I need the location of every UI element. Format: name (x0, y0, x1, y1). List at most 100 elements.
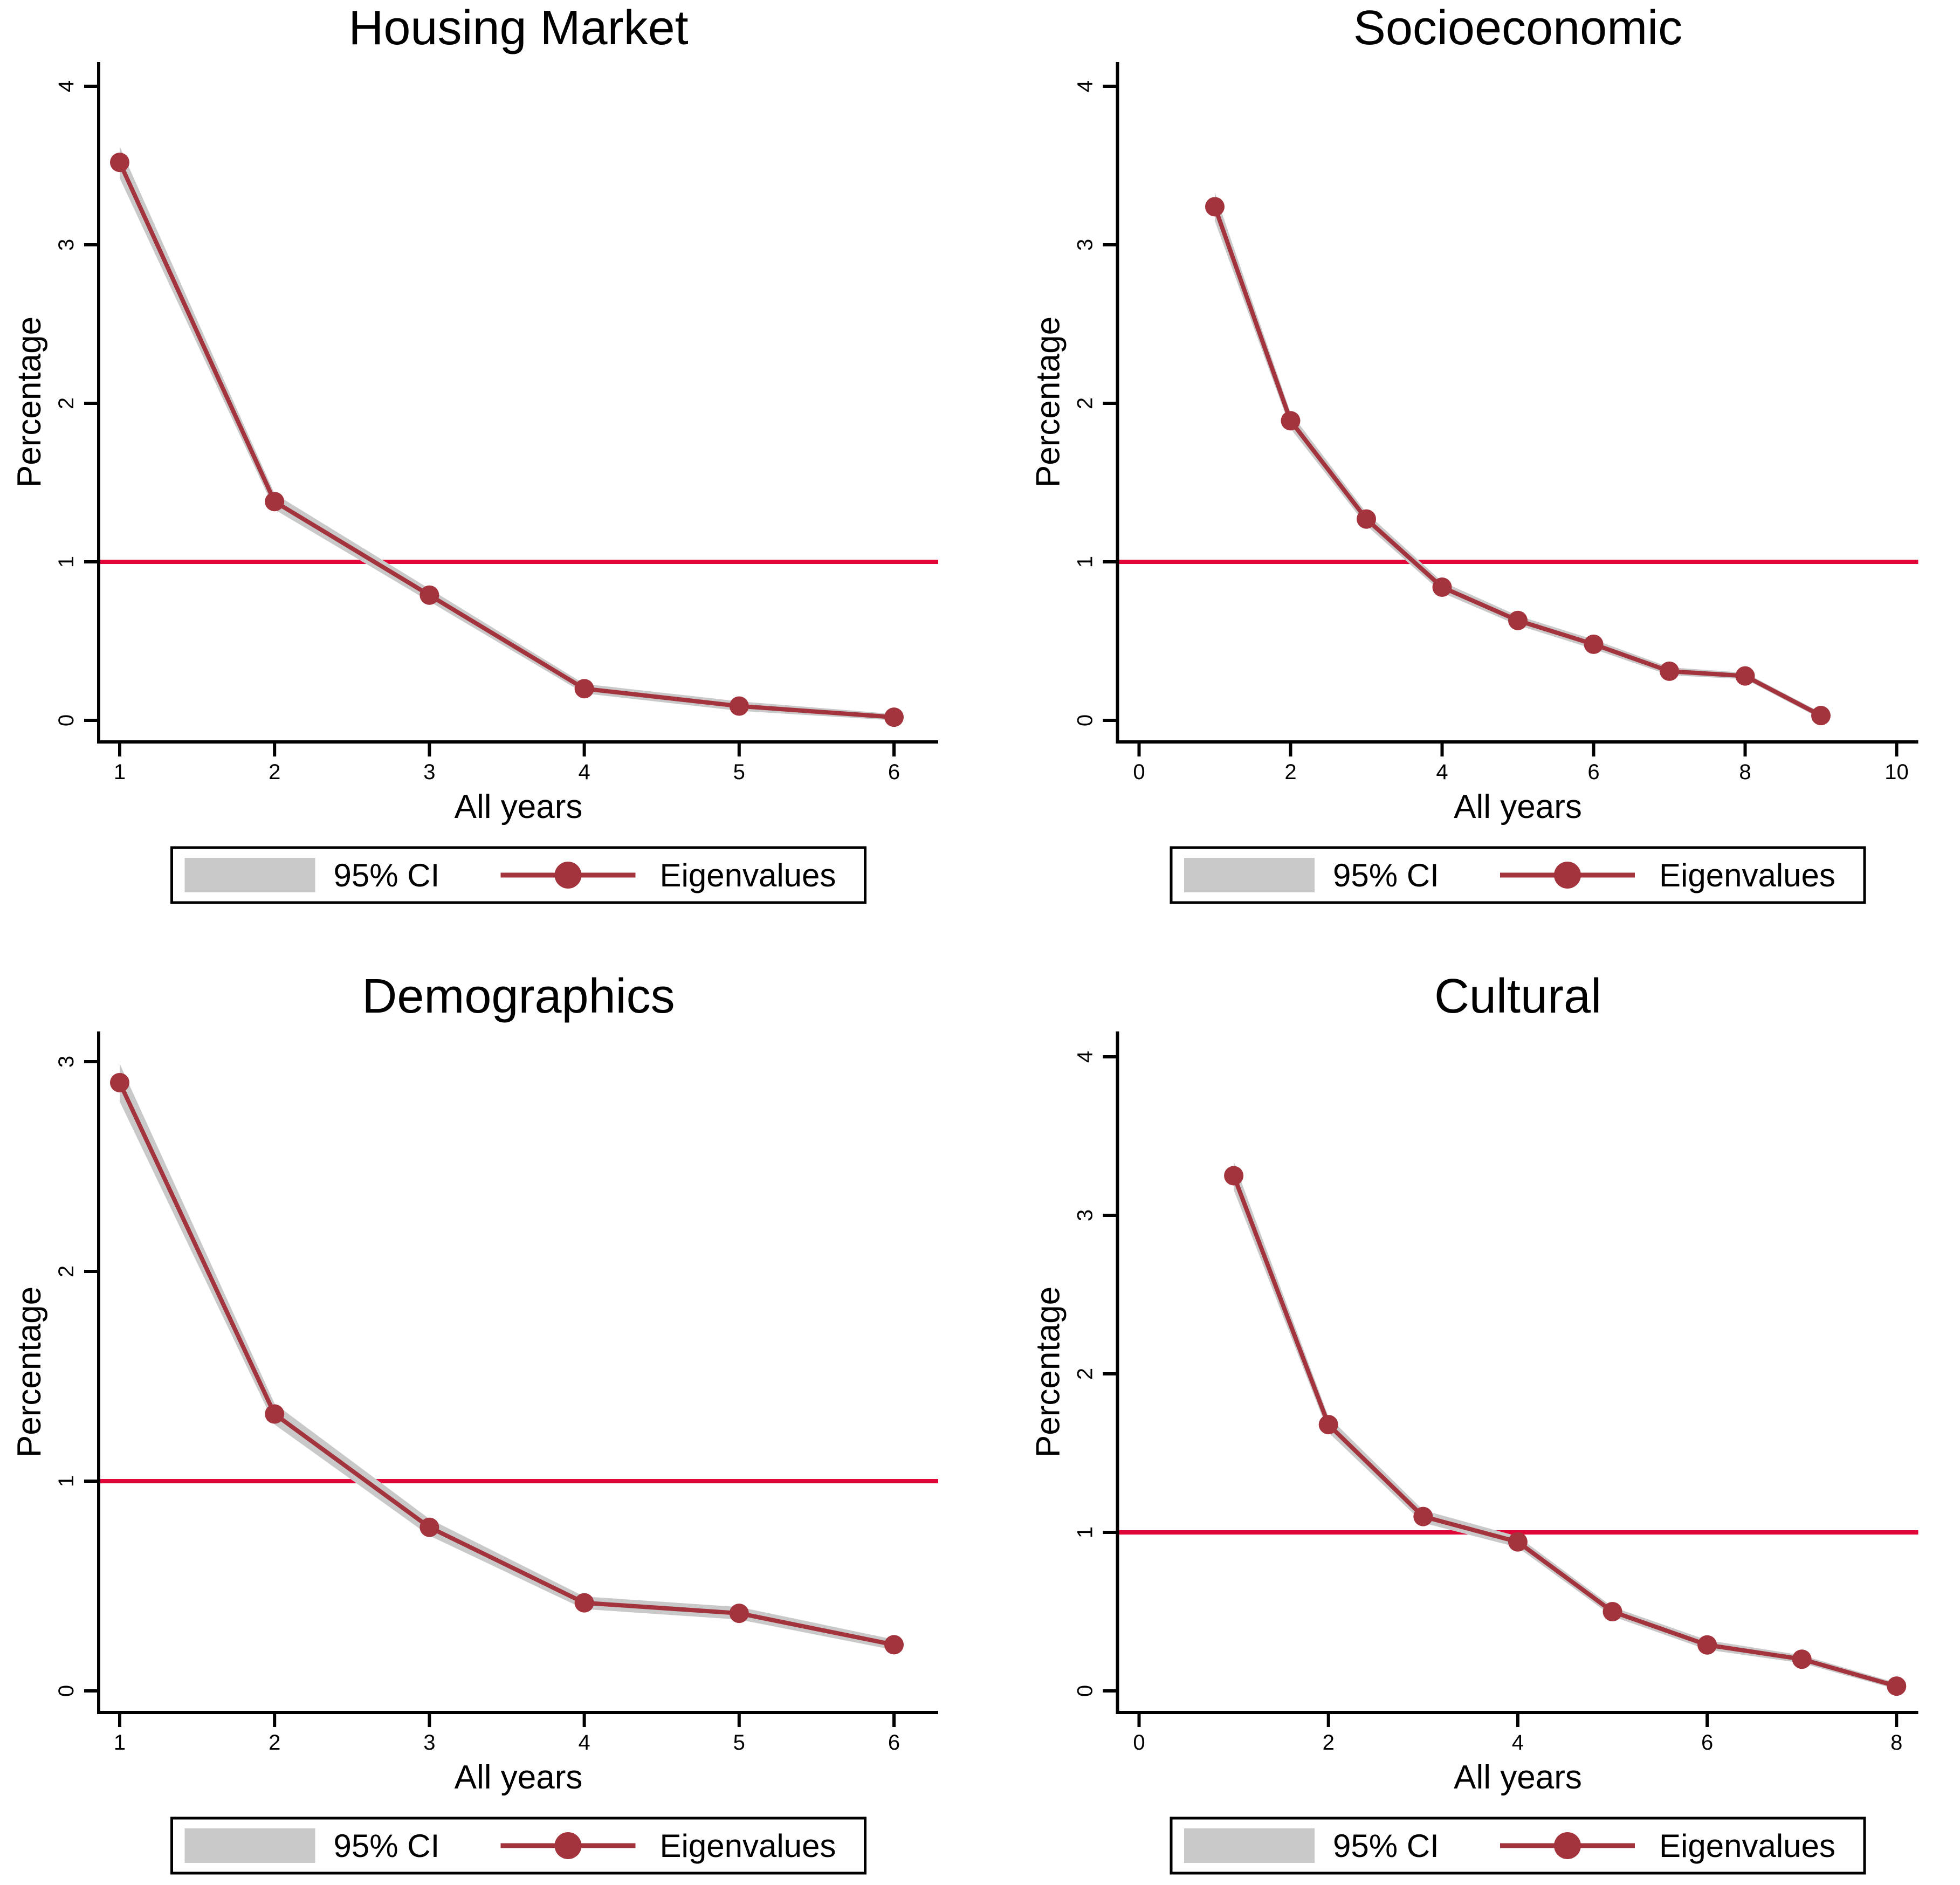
panel-housing-market: Housing Market Percentage 0 1 2 3 4 1 2 3 4 5 6 Al… (0, 0, 980, 942)
y-tick-label: 3 (54, 1056, 78, 1068)
eigenvalue-point (110, 1072, 129, 1092)
eigenvalues-line (1213, 206, 1822, 718)
x-tick-label: 2 (1323, 1731, 1335, 1755)
eigenvalue-point (265, 1404, 285, 1424)
ci-swatch (1184, 858, 1315, 892)
chart-title: Socioeconomic (1353, 1, 1682, 55)
eigenvalue-point (1318, 1415, 1338, 1435)
y-tick-label: 4 (54, 80, 78, 92)
eigenvalues-marker-icon (554, 1832, 582, 1859)
y-axis-title: Percentage (11, 1287, 48, 1457)
chart-socioeconomic: Socioeconomic Percentage 0 1 2 3 4 0 2 4 6 8 10 Al… (1030, 1, 1918, 904)
y-tick-label: 0 (54, 714, 78, 726)
legend-ci-label: 95% CI (334, 857, 440, 893)
eigenvalue-point (1224, 1166, 1244, 1186)
x-tick-label: 4 (1436, 760, 1448, 784)
chart-title: Cultural (1434, 969, 1601, 1023)
eigenvalue-point (884, 707, 904, 727)
eigenvalues-marker-icon (554, 862, 582, 889)
eigenvalues-line (1232, 1175, 1897, 1689)
y-tick-label: 4 (1074, 1051, 1097, 1063)
eigenvalue-point (1432, 577, 1452, 597)
x-tick-label: 2 (1284, 760, 1296, 784)
y-axis-title: Percentage (11, 317, 48, 487)
legend: 95% CI Eigenvalues (1170, 846, 1866, 904)
y-tick-label: 3 (1074, 1209, 1097, 1221)
x-tick-label: 4 (578, 760, 590, 784)
panel-socioeconomic: Socioeconomic Percentage 0 1 2 3 4 0 2 4 6 8 10 Al… (980, 0, 1960, 942)
eigenvalue-point (1508, 610, 1528, 630)
eigenvalue-point (1887, 1676, 1907, 1696)
y-tick-label: 4 (1074, 80, 1097, 92)
x-tick-label: 10 (1885, 760, 1909, 784)
y-tick-label: 1 (1074, 1526, 1097, 1538)
eigenvalue-point (1281, 411, 1301, 431)
chart-housing-market: Housing Market Percentage 0 1 2 3 4 1 2 3 4 5 6 Al… (11, 1, 938, 904)
x-tick-label: 3 (423, 1731, 435, 1755)
eigenvalue-point (1811, 706, 1831, 726)
eigenvalue-point (1792, 1649, 1812, 1669)
legend: 95% CI Eigenvalues (1170, 1817, 1866, 1875)
y-tick-label: 0 (1074, 714, 1097, 726)
y-tick-label: 2 (54, 1265, 78, 1277)
legend-ci-label: 95% CI (334, 1828, 440, 1864)
panel-demographics: Demographics Percentage 0 1 2 3 1 2 3 4 5 6 All y… (0, 942, 980, 1885)
legend-series-label: Eigenvalues (660, 857, 836, 893)
y-tick-label: 0 (1074, 1685, 1097, 1697)
eigenvalue-point (729, 696, 749, 716)
y-tick-label: 2 (1074, 1368, 1097, 1380)
ci-swatch (184, 1828, 315, 1863)
eigenvalue-point (1413, 1506, 1433, 1526)
x-tick-label: 3 (423, 760, 435, 784)
eigenvalue-point (1660, 661, 1679, 681)
eigenvalue-point (1584, 634, 1604, 654)
x-tick-label: 6 (888, 1731, 900, 1755)
eigenvalue-point (729, 1604, 749, 1623)
y-tick-label: 1 (1074, 556, 1097, 568)
x-tick-label: 8 (1739, 760, 1751, 784)
x-tick-label: 5 (733, 1731, 745, 1755)
eigenvalues-marker-icon (1554, 1832, 1581, 1859)
y-tick-label: 0 (54, 1685, 78, 1697)
ci-swatch (1184, 1828, 1315, 1863)
panel-cultural: Cultural Percentage 0 1 2 3 4 0 2 4 6 8 All years… (980, 942, 1960, 1885)
x-tick-label: 6 (1701, 1731, 1713, 1755)
eigenvalue-point (110, 153, 129, 173)
x-tick-label: 1 (114, 760, 126, 784)
plot-area: 0 1 2 3 4 1 2 3 4 5 6 (54, 62, 938, 784)
plot-area: 0 1 2 3 4 0 2 4 6 8 10 (1074, 62, 1918, 784)
eigenvalues-line (118, 161, 895, 720)
eigenvalue-point (884, 1635, 904, 1655)
x-tick-label: 2 (269, 760, 280, 784)
eigenvalue-point (419, 585, 439, 605)
ci-swatch (184, 858, 315, 892)
legend-series-label: Eigenvalues (660, 1828, 836, 1864)
x-tick-label: 5 (733, 760, 745, 784)
eigenvalue-point (574, 1593, 594, 1613)
legend-ci-label: 95% CI (1333, 1828, 1439, 1864)
y-tick-label: 3 (1074, 239, 1097, 251)
chart-cultural: Cultural Percentage 0 1 2 3 4 0 2 4 6 8 All years… (1030, 969, 1918, 1875)
legend-series-label: Eigenvalues (1659, 857, 1835, 893)
eigenvalue-point (574, 679, 594, 699)
legend: 95% CI Eigenvalues (170, 846, 866, 904)
eigenvalues-marker-icon (1554, 862, 1581, 889)
eigenvalues-line (118, 1082, 895, 1647)
y-tick-label: 1 (54, 556, 78, 568)
ci-band (1215, 192, 1821, 719)
y-axis-title: Percentage (1030, 1287, 1067, 1457)
x-tick-label: 8 (1890, 1731, 1902, 1755)
x-tick-label: 0 (1133, 760, 1145, 784)
y-tick-label: 3 (54, 239, 78, 251)
eigenvalue-point (1205, 197, 1225, 217)
y-axis-title: Percentage (1030, 317, 1067, 487)
plot-area: 0 1 2 3 1 2 3 4 5 6 (54, 1031, 938, 1755)
x-axis-title: All years (455, 1759, 583, 1796)
eigenvalue-point (1603, 1602, 1622, 1621)
legend-ci-label: 95% CI (1333, 857, 1439, 893)
x-axis-title: All years (1454, 788, 1582, 825)
x-tick-label: 0 (1133, 1731, 1145, 1755)
eigenvalue-point (1735, 666, 1755, 686)
x-axis-title: All years (455, 788, 583, 825)
eigenvalue-point (1508, 1532, 1528, 1552)
